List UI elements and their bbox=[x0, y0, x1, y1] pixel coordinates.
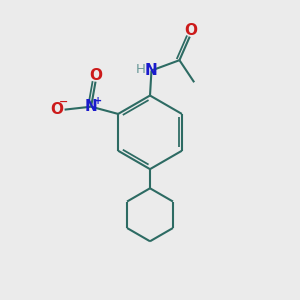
Text: O: O bbox=[51, 102, 64, 117]
Text: N: N bbox=[85, 99, 98, 114]
Text: O: O bbox=[89, 68, 102, 83]
Text: O: O bbox=[185, 23, 198, 38]
Text: +: + bbox=[94, 96, 102, 106]
Text: −: − bbox=[58, 97, 68, 107]
Text: N: N bbox=[145, 63, 158, 78]
Text: H: H bbox=[135, 62, 145, 76]
